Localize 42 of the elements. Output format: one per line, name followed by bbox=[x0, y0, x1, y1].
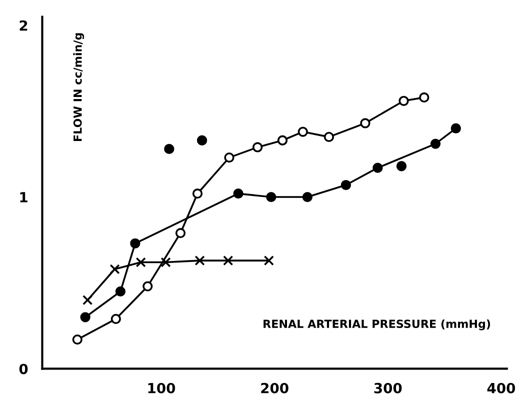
x-tick-label: 400 bbox=[487, 382, 516, 394]
point bbox=[224, 152, 234, 163]
point bbox=[160, 257, 171, 268]
point bbox=[196, 135, 208, 146]
point bbox=[194, 255, 205, 266]
point bbox=[324, 132, 334, 142]
point bbox=[115, 286, 126, 297]
point bbox=[252, 142, 263, 152]
point bbox=[372, 162, 383, 173]
point bbox=[136, 257, 146, 268]
point bbox=[80, 312, 90, 322]
point bbox=[396, 161, 407, 172]
point bbox=[110, 264, 120, 274]
point bbox=[142, 281, 153, 292]
x-tick-label: 100 bbox=[148, 382, 176, 394]
x-tick-label: 200 bbox=[261, 382, 288, 394]
x-axis-title: RENAL ARTERIAL PRESSURE (mmHg) bbox=[264, 319, 490, 330]
point bbox=[233, 188, 244, 199]
point bbox=[130, 238, 140, 248]
point bbox=[266, 192, 276, 202]
y-tick-label: 2 bbox=[20, 20, 28, 31]
point bbox=[72, 334, 82, 345]
point bbox=[164, 144, 174, 154]
point bbox=[110, 314, 121, 324]
y-tick-label: 1 bbox=[20, 192, 28, 202]
point bbox=[450, 123, 461, 134]
point bbox=[277, 135, 288, 146]
y-tick-label: 0 bbox=[19, 364, 28, 374]
y-axis-title: FLOW IN cc/min/g bbox=[73, 33, 84, 141]
x-tick-label: 300 bbox=[374, 382, 402, 394]
point bbox=[360, 118, 370, 128]
point bbox=[192, 188, 203, 199]
point bbox=[419, 92, 430, 103]
point bbox=[82, 294, 93, 306]
point bbox=[298, 126, 308, 137]
point bbox=[223, 255, 234, 266]
point bbox=[430, 138, 441, 149]
point bbox=[302, 192, 312, 202]
point bbox=[264, 255, 274, 266]
point bbox=[175, 228, 186, 238]
point bbox=[340, 180, 352, 190]
point bbox=[398, 96, 409, 106]
